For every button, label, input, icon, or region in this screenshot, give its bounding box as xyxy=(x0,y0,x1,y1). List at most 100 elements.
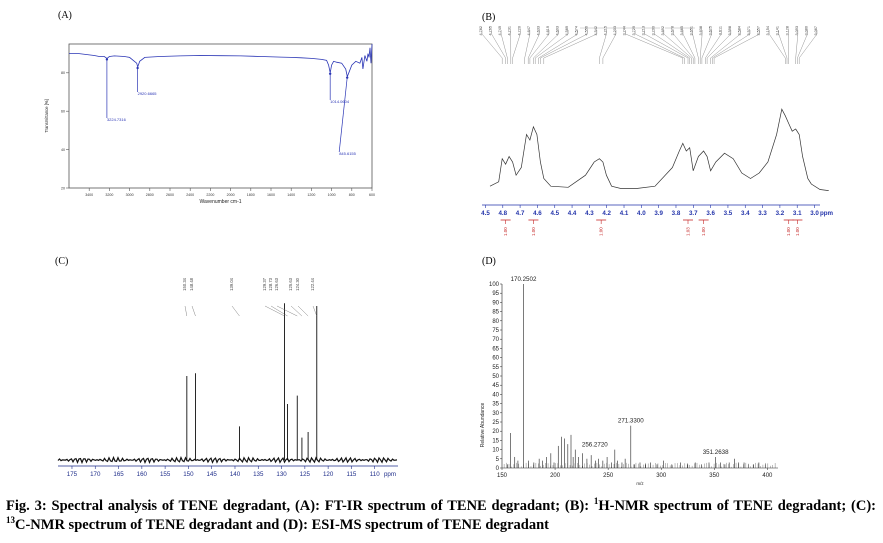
peak-label: 4.749 xyxy=(498,26,502,36)
y-tick-label: 20 xyxy=(492,429,499,435)
integral-label: 1.00 xyxy=(786,227,791,236)
nmr-trace xyxy=(489,108,829,191)
y-tick-label: 25 xyxy=(492,420,499,426)
esi-ms-chart: 0 5 10 15 20 25 30 35 40 45 50 55 60 65 70 75 80 85 90 95 10… xyxy=(480,276,778,486)
peak-connector xyxy=(799,30,818,64)
panel-d-label: (D) xyxy=(482,256,496,267)
peak-connector xyxy=(538,30,578,64)
peak-marker xyxy=(328,72,332,76)
x-tick-label: 2400 xyxy=(186,193,194,197)
peak-connector xyxy=(264,305,285,317)
peak-label: 124.30 xyxy=(295,277,300,290)
x-tick-label: 115 xyxy=(346,471,356,478)
peak-label: 170.2502 xyxy=(511,276,537,283)
x-tick-label: 300 xyxy=(656,473,667,479)
peak-label: 4.765 xyxy=(489,26,493,36)
peak-label: 3.744 xyxy=(623,26,627,36)
x-tick-label: 140 xyxy=(230,471,241,478)
peak-label: 256.2720 xyxy=(582,442,608,449)
caption-sup-2: 13 xyxy=(6,515,15,526)
panel-c-label: (C) xyxy=(55,256,69,267)
peak-connector xyxy=(713,30,760,64)
x-tick-label: 2800 xyxy=(146,193,154,197)
peak-label: 4.556 xyxy=(584,26,588,36)
peak-label: 3.625 xyxy=(709,26,713,36)
x-tick-label: 4.6 xyxy=(533,210,542,217)
x-tick-label: 4.1 xyxy=(620,210,629,217)
peak-label: 4.633 xyxy=(536,26,540,36)
peak-label: 4.720 xyxy=(517,26,521,36)
peak-label: 3.584 xyxy=(737,26,741,36)
y-tick-label: 95 xyxy=(492,291,499,297)
x-axis-label: m/z xyxy=(636,481,644,486)
peak-label: 3.729 xyxy=(632,26,636,36)
peak-connector xyxy=(701,30,712,64)
peak-connector xyxy=(500,30,508,64)
peak-connector xyxy=(654,30,690,64)
peak-label: 4.574 xyxy=(575,26,579,36)
y-tick-label: 10 xyxy=(492,448,499,454)
x-axis-unit: ppm xyxy=(820,210,834,217)
x-axis-unit: ppm xyxy=(384,471,396,478)
panel-d: (D) 0 5 10 15 20 25 30 35 40 45 50 55 60 65 70 75 80 85 90… xyxy=(440,250,883,490)
y-tick-label: 35 xyxy=(492,402,499,408)
peak-label: 125.63 xyxy=(288,277,293,290)
peak-label: 3224.7316 xyxy=(107,117,127,122)
peak-connector xyxy=(712,30,751,64)
y-tick-label: 65 xyxy=(492,346,499,352)
peak-label: 150.34 xyxy=(182,277,187,290)
peak-connector xyxy=(481,30,503,64)
x-tick-label: 1000 xyxy=(328,193,336,197)
peak-connector xyxy=(706,30,732,64)
peak-connector xyxy=(797,30,808,64)
peak-label: 3.651 xyxy=(690,26,694,36)
x-tick-label: 1400 xyxy=(287,193,295,197)
peak-connector xyxy=(768,30,786,64)
peak-label: 3.067 xyxy=(814,26,818,36)
peak-connector xyxy=(795,30,799,64)
x-tick-label: 250 xyxy=(603,473,614,479)
x-tick-label: 3.4 xyxy=(741,210,750,217)
integral-label: 1.00 xyxy=(599,227,604,236)
peak-connector xyxy=(543,30,598,64)
peak-marker xyxy=(105,58,109,61)
peak-connector xyxy=(700,30,703,64)
integral-label: 1.03 xyxy=(686,227,691,236)
peak-label: 4.619 xyxy=(546,26,550,36)
peak-connector xyxy=(682,30,696,64)
x-tick-label: 3.2 xyxy=(776,210,785,217)
x-tick-label: 165 xyxy=(113,471,124,478)
x-tick-label: 3200 xyxy=(105,193,113,197)
h-nmr-chart: 4.782 4.765 4.749 4.731 4.720 4.647 4.633 4.619… xyxy=(479,26,834,236)
peak-connector xyxy=(663,30,692,64)
peak-connector xyxy=(778,30,788,64)
c-nmr-baseline xyxy=(57,455,398,465)
peak-connector xyxy=(602,30,617,64)
x-tick-label: 3000 xyxy=(126,193,134,197)
peak-connector xyxy=(276,305,298,317)
y-tick-label: 0 xyxy=(496,466,500,472)
peak-connector xyxy=(540,30,588,64)
peak-label: 4.589 xyxy=(565,26,569,36)
integral-label: 1.00 xyxy=(503,227,508,236)
x-tick-label: 160 xyxy=(137,471,148,478)
x-tick-label: 4.7 xyxy=(516,210,525,217)
y-axis-label: Transmittance [%] xyxy=(44,99,49,133)
x-tick-label: 4.2 xyxy=(602,210,611,217)
x-tick-label: 3.8 xyxy=(672,210,681,217)
x-tick-label: 4.0 xyxy=(637,210,646,217)
ftir-chart: 3400 3200 3000 2800 2600 2400 2200 2000 1800 1600… xyxy=(44,43,375,205)
x-tick-label: 1600 xyxy=(267,193,275,197)
peak-connector xyxy=(644,30,689,64)
peak-connector xyxy=(692,30,699,64)
figure-caption: Fig. 3: Spectral analysis of TENE degrad… xyxy=(6,497,876,535)
peak-connector xyxy=(270,305,288,317)
x-tick-label: 4.5 xyxy=(550,210,559,217)
y-tick-label: 20 xyxy=(61,186,65,190)
panel-a: (A) 3400 3200 3000 2800 2600 2400 2200 2000 1800… xyxy=(0,0,440,250)
plot-frame xyxy=(68,43,373,189)
x-tick-label: 400 xyxy=(762,473,773,479)
x-tick-label: 2600 xyxy=(166,193,174,197)
x-tick-label: 175 xyxy=(67,471,78,478)
peak-label: 3.154 xyxy=(766,26,770,36)
